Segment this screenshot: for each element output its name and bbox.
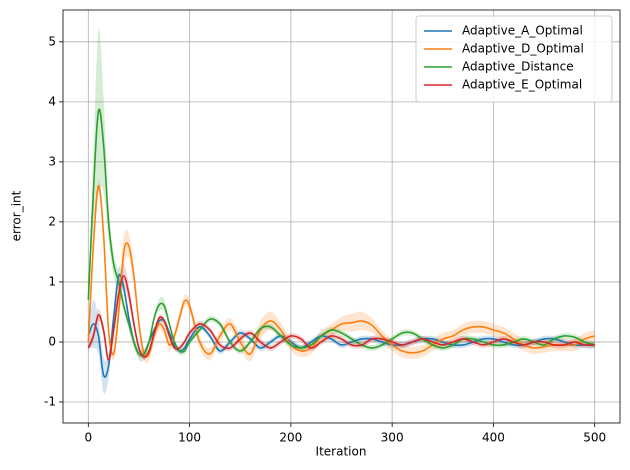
lines [87, 108, 595, 378]
x-tick-label: 0 [84, 431, 92, 445]
ticks: 0 100 200 300 400 500 -1 0 1 2 3 4 5 [44, 34, 606, 444]
plot-frame [62, 9, 621, 424]
grid [63, 10, 620, 423]
legend-label: Adaptive_D_Optimal [462, 42, 584, 56]
y-tick-label: 5 [48, 34, 56, 48]
x-tick-label: 400 [482, 431, 505, 445]
x-tick-label: 300 [381, 431, 404, 445]
series-line [87, 275, 595, 361]
y-tick-label: 3 [48, 154, 56, 168]
legend-box [415, 15, 613, 103]
legend-label: Adaptive_A_Optimal [462, 24, 583, 38]
x-tick-label: 200 [279, 431, 302, 445]
y-tick-label: 0 [48, 334, 56, 348]
y-tick-label: -1 [44, 394, 56, 408]
y-tick-label: 1 [48, 274, 56, 288]
x-tick-label: 100 [178, 431, 201, 445]
legend: Adaptive_A_Optimal Adaptive_D_Optimal Adap… [415, 15, 613, 103]
y-tick-label: 2 [48, 214, 56, 228]
series-line [87, 108, 595, 357]
y-axis-label: error_int [10, 190, 24, 241]
x-tick-label: 500 [583, 431, 606, 445]
legend-label: Adaptive_E_Optimal [462, 78, 582, 92]
y-tick-label: 4 [48, 94, 56, 108]
x-axis-label: Iteration [316, 445, 367, 459]
legend-label: Adaptive_Distance [462, 60, 574, 74]
